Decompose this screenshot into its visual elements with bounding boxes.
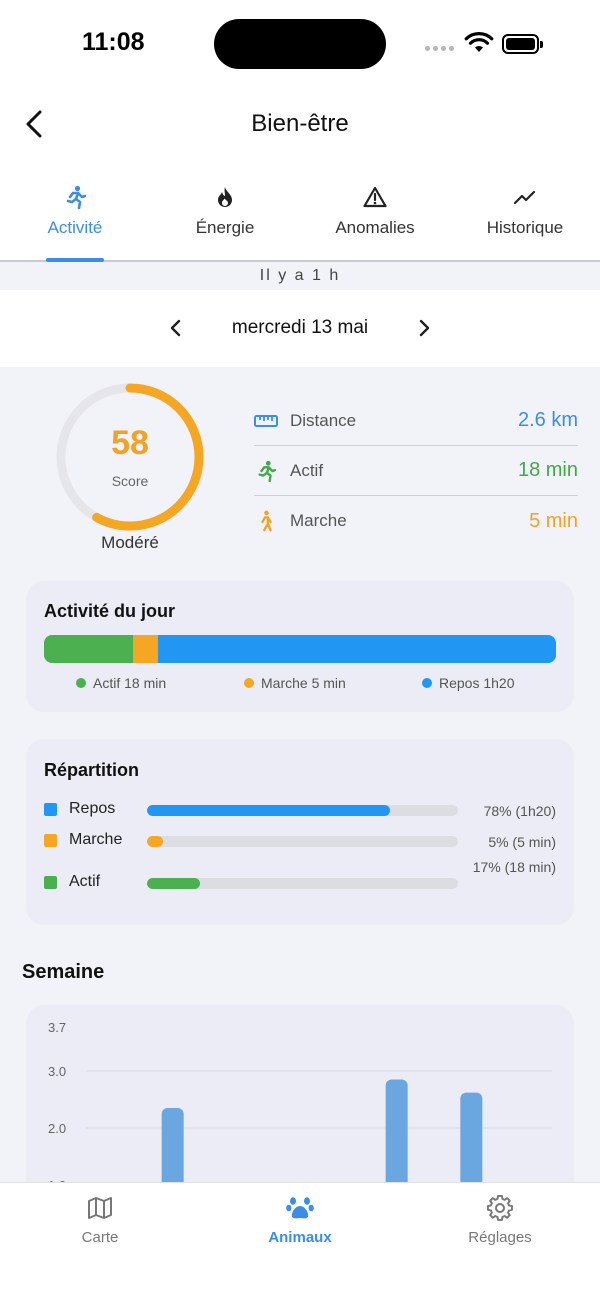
color-swatch	[44, 876, 57, 889]
tab-label: Activité	[47, 218, 103, 237]
metric-label: Marche	[290, 511, 347, 530]
metric-actif: Actif 18 min	[254, 446, 578, 496]
date-navigator: mercredi 13 mai	[0, 290, 600, 367]
chevron-left-icon	[26, 110, 42, 138]
day-activity-card: Activité du jour Actif 18 min Marche 5 m…	[26, 581, 574, 712]
status-time: 11:08	[82, 28, 145, 56]
tab-label: Carte	[81, 1229, 119, 1246]
chevron-left-icon	[170, 319, 181, 337]
progress-track	[147, 805, 458, 816]
wifi-icon	[464, 32, 494, 52]
score-level: Modéré	[101, 533, 159, 552]
repartition-row-repos: Repos 78% (1h20)	[44, 798, 556, 822]
week-section-title: Semaine	[22, 961, 105, 983]
current-date: mercredi 13 mai	[231, 317, 369, 338]
row-value: 17% (18 min)	[472, 859, 556, 875]
row-label: Actif	[69, 873, 101, 890]
progress-track	[147, 878, 458, 889]
metric-value: 5 min	[529, 509, 578, 532]
tab-bar-top: Activité Énergie Anomalies Historique	[0, 160, 600, 262]
row-value: 78% (1h20)	[483, 803, 556, 819]
day-segment-actif	[44, 635, 134, 663]
y-tick-label: 3.7	[48, 1020, 66, 1035]
metric-marche: Marche 5 min	[254, 496, 578, 546]
dynamic-island	[214, 19, 386, 69]
y-tick-label: 2.0	[48, 1121, 66, 1136]
row-label: Repos	[69, 800, 116, 817]
metric-label: Distance	[290, 410, 357, 430]
status-bar: 11:08	[0, 0, 600, 90]
chevron-right-icon	[419, 319, 430, 337]
card-title: Répartition	[44, 760, 140, 780]
repartition-row-marche: Marche 5% (5 min)	[44, 829, 556, 853]
previous-day-button[interactable]	[164, 316, 188, 340]
running-icon	[254, 459, 278, 483]
tab-label: Animaux	[268, 1229, 332, 1246]
progress-fill	[147, 805, 390, 816]
tab-historique[interactable]: Historique	[450, 160, 600, 260]
row-value: 5% (5 min)	[488, 834, 556, 850]
metric-label: Actif	[290, 460, 324, 480]
score-ring	[56, 383, 204, 531]
progress-track	[147, 836, 458, 847]
warning-icon	[362, 184, 388, 210]
legend-item-repos: Repos 1h20	[422, 675, 515, 691]
tab-energie[interactable]: Énergie	[150, 160, 300, 260]
color-swatch	[44, 834, 57, 847]
back-button[interactable]	[24, 106, 54, 142]
tab-carte[interactable]: Carte	[0, 1183, 200, 1304]
color-swatch	[44, 803, 57, 816]
legend-label: Marche 5 min	[261, 675, 346, 691]
map-icon	[86, 1194, 114, 1222]
legend-label: Repos 1h20	[439, 675, 515, 691]
row-label: Marche	[69, 831, 123, 848]
legend-label: Actif 18 min	[93, 675, 167, 691]
card-title: Activité du jour	[44, 601, 176, 621]
score-value: 58	[111, 424, 149, 462]
trend-icon	[512, 184, 538, 210]
metric-value: 18 min	[517, 459, 578, 481]
repartition-card: Répartition Repos 78% (1h20) Marche 5% (…	[26, 739, 574, 925]
paw-icon	[286, 1194, 314, 1222]
last-updated-label: Il y a 1 h	[0, 262, 600, 290]
day-activity-legend: Actif 18 min Marche 5 min Repos 1h20	[26, 675, 574, 695]
cellular-signal-icon	[425, 46, 454, 51]
gear-icon	[486, 1194, 514, 1222]
battery-icon	[502, 34, 543, 54]
repartition-row-actif: Actif 17% (18 min)	[44, 859, 556, 895]
ruler-icon	[254, 409, 278, 433]
legend-item-marche: Marche 5 min	[244, 675, 346, 691]
tab-reglages[interactable]: Réglages	[400, 1183, 600, 1304]
running-icon	[62, 184, 88, 210]
page-title: Bien-être	[251, 110, 349, 137]
bottom-tab-bar: Carte Animaux Réglages	[0, 1182, 600, 1304]
score-label: Score	[111, 473, 149, 489]
metric-value: 2.6 km	[517, 409, 578, 431]
tab-activite[interactable]: Activité	[0, 160, 150, 262]
metrics-list: Distance 2.6 km Actif 18 min Marche 5 mi…	[254, 396, 578, 546]
tab-label: Anomalies	[335, 218, 415, 237]
progress-fill	[147, 878, 200, 889]
nav-bar: Bien-être	[0, 90, 600, 160]
y-tick-label: 3.0	[48, 1064, 66, 1079]
progress-fill	[147, 836, 163, 847]
score-arc	[56, 383, 204, 531]
day-segment-marche	[133, 635, 159, 663]
tab-label: Réglages	[468, 1229, 532, 1246]
tab-label: Historique	[486, 218, 564, 237]
next-day-button[interactable]	[412, 316, 436, 340]
walking-icon	[254, 509, 278, 533]
flame-icon	[212, 184, 238, 210]
tab-animaux[interactable]: Animaux	[200, 1183, 400, 1304]
day-segment-repos	[158, 635, 556, 663]
metric-distance: Distance 2.6 km	[254, 396, 578, 446]
tab-label: Énergie	[195, 218, 255, 237]
day-activity-bar	[44, 635, 556, 663]
legend-item-actif: Actif 18 min	[76, 675, 166, 691]
tab-anomalies[interactable]: Anomalies	[300, 160, 450, 260]
